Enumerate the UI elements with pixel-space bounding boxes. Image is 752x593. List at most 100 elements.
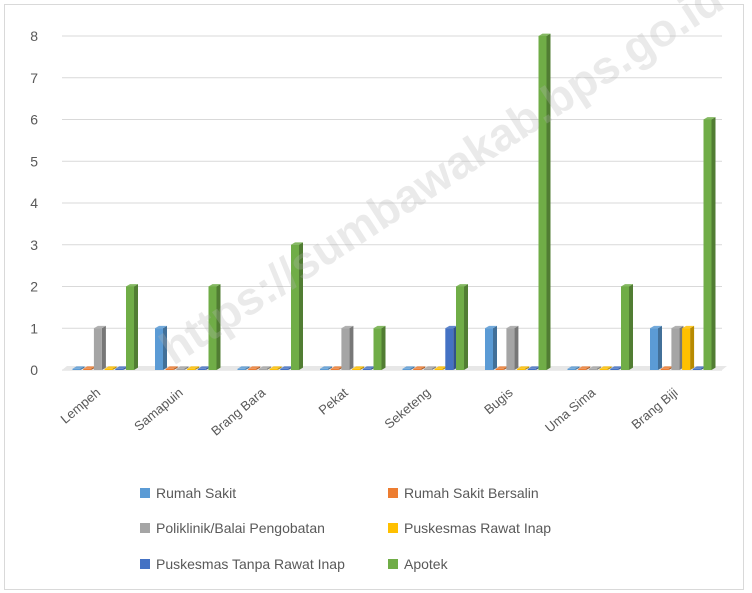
y-tick-label: 6 xyxy=(30,112,38,128)
bar-top xyxy=(269,366,282,369)
bar-side xyxy=(546,33,551,370)
bar-front xyxy=(506,328,515,370)
bar-side xyxy=(421,366,426,370)
bar-front xyxy=(692,368,701,370)
bar-top xyxy=(495,366,508,369)
bar-top xyxy=(197,366,210,369)
bar xyxy=(588,366,601,370)
x-category-label: Bugis xyxy=(481,384,516,417)
bar-front xyxy=(423,368,432,370)
bar-side xyxy=(711,117,716,370)
bar-front xyxy=(413,368,422,370)
bar xyxy=(445,325,458,370)
bar xyxy=(352,366,365,370)
bar-top xyxy=(692,366,705,369)
bar-top xyxy=(280,366,293,369)
bar-front xyxy=(155,328,163,370)
bar-front xyxy=(402,368,411,370)
bar-front xyxy=(588,368,597,370)
y-tick-label: 5 xyxy=(30,153,38,169)
bar-top xyxy=(72,366,85,369)
bar-top xyxy=(527,366,540,369)
bar-side xyxy=(607,366,612,370)
bar-front xyxy=(517,368,526,370)
bar-side xyxy=(163,325,167,370)
bar-front xyxy=(362,368,371,370)
bar-side xyxy=(575,366,580,370)
bar-top xyxy=(599,366,612,369)
bar-front xyxy=(126,286,134,370)
bar-front xyxy=(445,328,454,370)
bar xyxy=(578,366,591,370)
bar-front xyxy=(495,368,504,370)
bar-front xyxy=(621,286,629,370)
x-category-label: Brang Bara xyxy=(208,384,269,438)
bar-top xyxy=(578,366,591,369)
bar xyxy=(567,366,580,370)
bar-top xyxy=(248,366,261,369)
bar xyxy=(682,325,695,370)
bar-top xyxy=(588,366,601,369)
bar-side xyxy=(360,366,365,370)
bar-front xyxy=(93,328,102,370)
bar-front xyxy=(527,368,536,370)
bar-side xyxy=(101,325,106,370)
bar xyxy=(269,366,282,370)
bar xyxy=(93,325,106,370)
bar xyxy=(506,325,519,370)
bar-top xyxy=(352,366,365,369)
bar xyxy=(72,366,85,370)
bar-top xyxy=(660,366,673,369)
bar-top xyxy=(187,366,200,369)
bar-side xyxy=(195,366,200,370)
bar xyxy=(671,325,684,370)
bar-top xyxy=(83,366,96,369)
bar-side xyxy=(245,366,250,370)
bar-front xyxy=(269,368,278,370)
bar-front xyxy=(72,368,81,370)
y-tick-label: 1 xyxy=(30,320,38,336)
bar xyxy=(413,366,426,370)
bar xyxy=(599,366,612,370)
x-category-label: Seketeng xyxy=(381,385,433,432)
bar xyxy=(650,325,662,370)
y-tick-label: 7 xyxy=(30,70,38,86)
x-category-label: Lempeh xyxy=(58,385,104,427)
bar-side xyxy=(80,366,85,370)
bar-front xyxy=(485,328,493,370)
bar-front xyxy=(176,368,185,370)
bar-top xyxy=(291,242,303,245)
bar-side xyxy=(216,284,221,370)
bar-side xyxy=(299,242,303,370)
bar-side xyxy=(256,366,261,370)
bar-front xyxy=(352,368,361,370)
x-category-label: Pekat xyxy=(316,385,351,418)
bar-front xyxy=(165,368,174,370)
bar-top xyxy=(155,325,167,329)
bar-front xyxy=(248,368,257,370)
bar-top xyxy=(362,366,375,369)
bar xyxy=(621,284,633,370)
bar-front xyxy=(373,328,382,370)
bar xyxy=(165,366,178,370)
bar-side xyxy=(381,325,386,370)
bar-front xyxy=(197,368,206,370)
bar-top xyxy=(413,366,426,369)
bar-side xyxy=(596,366,601,370)
bar-side xyxy=(349,325,354,370)
bar-side xyxy=(277,366,282,370)
bar-front xyxy=(703,119,712,370)
bar-top xyxy=(320,366,332,369)
bar-top xyxy=(104,366,117,369)
bar-front xyxy=(456,286,464,370)
y-axis: 0 1 2 3 4 5 6 7 8 xyxy=(30,28,38,378)
bar-top xyxy=(610,366,623,369)
bar-top xyxy=(176,366,189,369)
bar-front xyxy=(610,368,619,370)
bar-top xyxy=(402,366,415,369)
bar-front xyxy=(320,368,328,370)
bar xyxy=(485,325,497,370)
bar-front xyxy=(341,328,350,370)
bar-front xyxy=(104,368,113,370)
